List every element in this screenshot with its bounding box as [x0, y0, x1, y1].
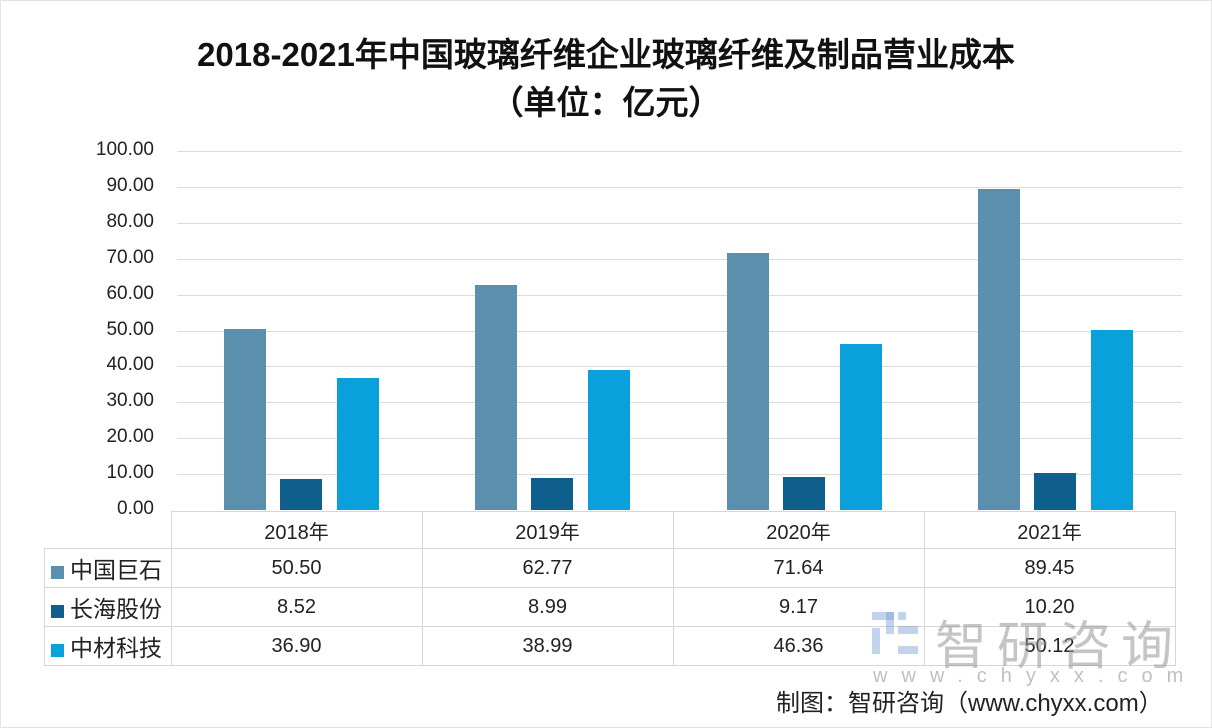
y-tick-label: 50.00	[106, 318, 154, 340]
y-tick-label: 30.00	[106, 390, 154, 412]
table-cell: 46.36	[672, 626, 925, 666]
legend-label: 长海股份	[44, 587, 172, 627]
table-cell: 71.64	[672, 548, 925, 588]
watermark-logo-icon	[872, 612, 918, 654]
bar	[337, 377, 379, 510]
y-tick-label: 90.00	[106, 174, 154, 196]
y-tick-label: 100.00	[95, 139, 154, 160]
bar	[1033, 473, 1076, 510]
bar	[782, 477, 825, 510]
legend-label: 中国巨石	[44, 548, 172, 588]
chart-title: 2018-2021年中国玻璃纤维企业玻璃纤维及制品营业成本	[197, 36, 1015, 73]
table-header: 2019年	[421, 511, 674, 549]
bar	[839, 343, 882, 510]
bar	[475, 284, 518, 510]
chart-unit: （单位：亿元）	[490, 84, 722, 121]
table-cell: 89.45	[923, 548, 1176, 588]
data-table: 2018年 2019年 2020年 2021年 中国巨石 50.50 62.77 71.64 8…	[44, 511, 1176, 666]
gridline	[177, 258, 1182, 260]
legend-swatch-icon	[51, 644, 64, 658]
legend-swatch-icon	[51, 566, 64, 580]
watermark-text: 智研咨询	[935, 618, 1184, 676]
table-header: 2020年	[672, 511, 925, 549]
bar	[977, 188, 1020, 510]
table-cell: 8.99	[421, 587, 674, 627]
y-tick-label: 20.00	[106, 426, 154, 448]
y-tick-label: 80.00	[106, 210, 154, 232]
table-header: 2021年	[923, 511, 1176, 549]
gridline	[177, 438, 1182, 440]
gridline	[177, 402, 1182, 404]
table-cell: 36.90	[170, 626, 423, 666]
gridline	[177, 222, 1182, 224]
gridline	[177, 366, 1182, 368]
table-cell: 62.77	[421, 548, 674, 588]
bar	[726, 252, 769, 510]
gridline	[177, 151, 1182, 152]
legend-swatch-icon	[51, 605, 64, 619]
gridline	[177, 474, 1182, 476]
table-cell: 38.99	[421, 626, 674, 666]
table-cell: 50.12	[923, 626, 1176, 666]
gridline	[177, 330, 1182, 332]
bar	[531, 477, 574, 510]
bar	[224, 328, 266, 510]
table-cell: 8.52	[170, 587, 423, 627]
y-tick-label: 40.00	[106, 354, 154, 376]
source-note: 制图：智研咨询（www.chyxx.com）	[776, 690, 1163, 717]
y-tick-label: 10.00	[106, 462, 154, 484]
table-header: 2018年	[170, 511, 423, 549]
bar	[280, 479, 322, 510]
gridline	[177, 186, 1182, 188]
y-tick-label: 60.00	[106, 282, 154, 304]
gridline	[177, 294, 1182, 296]
bar	[1090, 330, 1133, 510]
table-cell: 50.50	[170, 548, 423, 588]
bar	[588, 370, 631, 510]
watermark-url: www.chyxx.com	[873, 665, 1198, 687]
legend-label: 中材科技	[44, 626, 172, 666]
y-tick-label: 70.00	[106, 246, 154, 268]
